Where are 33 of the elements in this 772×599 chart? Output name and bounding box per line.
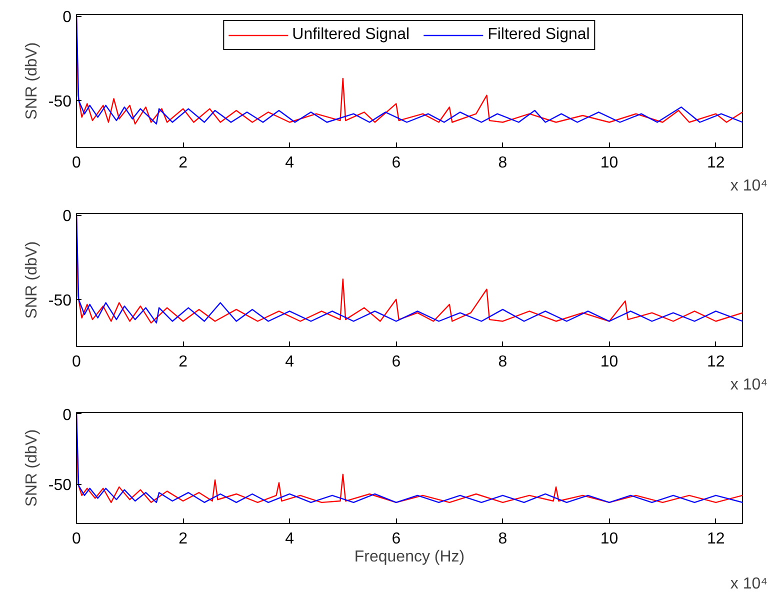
x-tick-label: 6 xyxy=(392,530,401,548)
y-tick-label: 0 xyxy=(62,208,72,226)
text: x 10⁴ xyxy=(730,376,768,394)
x-tick-label: 8 xyxy=(498,354,508,370)
text: x 10⁴ xyxy=(730,576,768,592)
x-tick-label: 10 xyxy=(600,154,618,172)
text: x 10⁴ xyxy=(730,178,768,194)
x-tick-label: 2 xyxy=(178,154,188,172)
x-tick-label: 4 xyxy=(285,354,294,370)
x-tick-label: 8 xyxy=(498,154,508,172)
y-tick-label: 0 xyxy=(62,9,72,26)
x-tick-label: 6 xyxy=(392,154,401,172)
x-tick-label: 12 xyxy=(706,154,725,172)
x-tick-label: 4 xyxy=(285,154,294,172)
x-tick-label: 12 xyxy=(706,354,725,370)
y-axis-title: SNR (dbV) xyxy=(23,241,40,319)
x-tick-label: 4 xyxy=(285,530,294,548)
legend-label: Unfiltered Signal xyxy=(292,26,410,44)
y-tick-label: 0 xyxy=(62,406,72,424)
y-tick-label: -50 xyxy=(48,93,72,110)
y-axis-title: SNR (dbV) xyxy=(23,429,40,507)
y-axis-title: SNR (dbV) xyxy=(23,42,40,120)
x-tick-label: 8 xyxy=(498,530,508,548)
x-tick-label: 10 xyxy=(600,530,618,548)
legend-label: Filtered Signal xyxy=(488,26,590,44)
y-tick-label: -50 xyxy=(48,292,72,310)
x-tick-label: 2 xyxy=(178,354,188,370)
x-tick-label: 12 xyxy=(706,530,725,548)
x-tick-label: 6 xyxy=(392,354,401,370)
x-tick-label: 10 xyxy=(600,354,618,370)
x-axis-title: Frequency (Hz) xyxy=(354,548,465,566)
y-tick-label: -50 xyxy=(48,477,72,494)
x-tick-label: 2 xyxy=(178,530,188,548)
